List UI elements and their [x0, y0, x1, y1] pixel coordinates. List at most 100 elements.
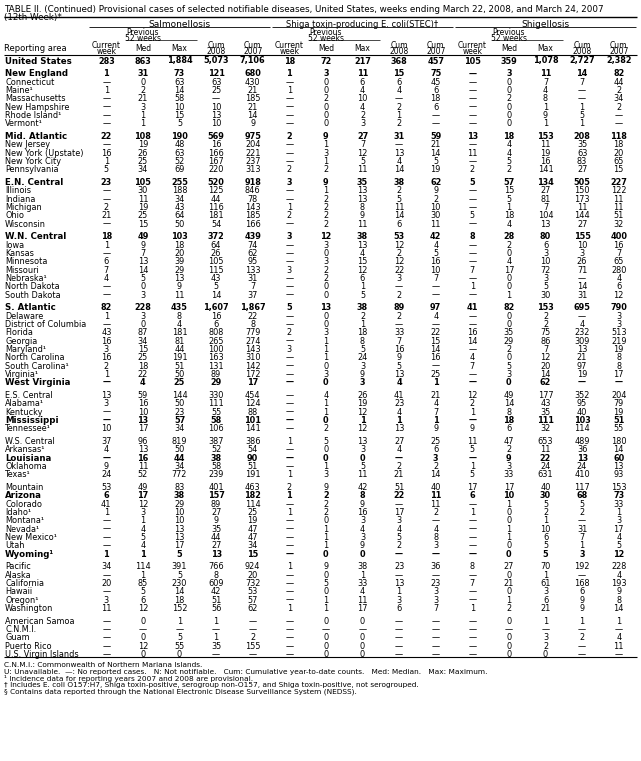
Text: 6: 6 [543, 533, 548, 542]
Text: —: — [102, 186, 110, 196]
Text: 230: 230 [172, 579, 187, 588]
Text: 0: 0 [323, 571, 328, 580]
Text: —: — [469, 454, 476, 463]
Text: 152: 152 [172, 604, 187, 613]
Text: 11: 11 [540, 140, 551, 149]
Text: 26: 26 [357, 391, 368, 400]
Text: Kentucky: Kentucky [5, 408, 42, 416]
Text: 10: 10 [577, 240, 587, 250]
Text: § Contains data reported through the National Electronic Disease Surveillance Sy: § Contains data reported through the Nat… [4, 688, 357, 695]
Text: 21: 21 [138, 94, 148, 103]
Text: Max: Max [172, 44, 187, 53]
Text: 368: 368 [391, 56, 408, 65]
Text: —: — [578, 274, 586, 283]
Text: 9: 9 [323, 483, 328, 492]
Text: 0: 0 [506, 103, 512, 112]
Text: —: — [285, 524, 294, 533]
Text: —: — [285, 378, 294, 387]
Text: 18: 18 [284, 56, 295, 65]
Text: 3: 3 [323, 148, 328, 158]
Text: 105: 105 [208, 257, 224, 266]
Text: 808: 808 [208, 328, 224, 337]
Text: Max: Max [538, 44, 553, 53]
Text: New York (Upstate): New York (Upstate) [5, 148, 83, 158]
Text: 4: 4 [396, 378, 402, 387]
Text: 34: 34 [613, 94, 624, 103]
Text: Delaware: Delaware [5, 312, 43, 320]
Text: 8: 8 [616, 353, 621, 362]
Text: 13: 13 [174, 274, 185, 283]
Text: 61: 61 [540, 579, 551, 588]
Text: —: — [468, 642, 476, 651]
Text: —: — [468, 140, 476, 149]
Text: —: — [578, 516, 586, 525]
Text: 1: 1 [104, 312, 109, 320]
Text: 1: 1 [579, 103, 585, 112]
Text: 2: 2 [104, 203, 109, 212]
Text: —: — [615, 111, 623, 120]
Text: 15: 15 [138, 220, 148, 228]
Text: 790: 790 [610, 304, 627, 313]
Text: 153: 153 [537, 132, 554, 141]
Text: 18: 18 [101, 232, 112, 241]
Text: West Virginia: West Virginia [5, 378, 71, 387]
Text: S. Atlantic: S. Atlantic [5, 304, 56, 313]
Text: —: — [102, 103, 110, 112]
Text: —: — [285, 633, 294, 642]
Text: 47: 47 [247, 524, 258, 533]
Text: Utah: Utah [5, 541, 24, 550]
Text: 3: 3 [616, 516, 621, 525]
Text: —: — [102, 94, 110, 103]
Text: 0: 0 [506, 650, 512, 659]
Text: 42: 42 [430, 232, 442, 241]
Text: 9: 9 [579, 596, 585, 604]
Text: 2: 2 [323, 492, 329, 501]
Text: 0: 0 [506, 249, 512, 258]
Text: Colorado: Colorado [5, 500, 42, 508]
Text: 7: 7 [470, 361, 475, 371]
Text: 58: 58 [211, 462, 221, 471]
Text: 3: 3 [287, 232, 292, 241]
Text: 7: 7 [397, 336, 402, 345]
Text: 5: 5 [213, 282, 219, 291]
Text: 11: 11 [138, 195, 148, 204]
Text: 14: 14 [540, 370, 551, 379]
Text: 5: 5 [506, 157, 512, 166]
Text: 0: 0 [506, 86, 512, 95]
Text: 3: 3 [360, 119, 365, 128]
Text: 52: 52 [138, 470, 148, 479]
Text: 9: 9 [104, 462, 109, 471]
Text: 33: 33 [358, 579, 368, 588]
Text: —: — [468, 240, 476, 250]
Text: 23: 23 [101, 178, 112, 187]
Text: New Hampshire: New Hampshire [5, 103, 69, 112]
Text: 0: 0 [323, 642, 328, 651]
Text: 846: 846 [245, 186, 260, 196]
Text: 44: 44 [613, 78, 624, 87]
Text: 11: 11 [357, 220, 368, 228]
Text: 34: 34 [138, 165, 148, 174]
Text: —: — [285, 140, 294, 149]
Text: W.N. Central: W.N. Central [5, 232, 66, 241]
Text: 0: 0 [323, 320, 328, 329]
Text: 463: 463 [245, 483, 260, 492]
Text: 38: 38 [210, 454, 222, 463]
Text: 4: 4 [506, 140, 512, 149]
Text: 10: 10 [138, 408, 148, 416]
Text: 16: 16 [613, 240, 624, 250]
Text: 51: 51 [613, 416, 624, 425]
Text: —: — [285, 500, 294, 508]
Text: 5: 5 [140, 274, 146, 283]
Text: 3: 3 [323, 240, 328, 250]
Text: 83: 83 [577, 157, 587, 166]
Text: 34: 34 [247, 541, 258, 550]
Text: 0: 0 [506, 320, 512, 329]
Text: 82: 82 [503, 304, 515, 313]
Text: 24: 24 [101, 470, 112, 479]
Text: Oregon¹: Oregon¹ [5, 596, 38, 604]
Text: † Includes E. coli O157:H7, Shiga toxin-positive, serogroup non-O157, and Shiga : † Includes E. coli O157:H7, Shiga toxin-… [4, 682, 419, 688]
Text: —: — [578, 312, 586, 320]
Text: —: — [542, 625, 549, 634]
Text: 74: 74 [247, 240, 258, 250]
Text: 0: 0 [140, 78, 146, 87]
